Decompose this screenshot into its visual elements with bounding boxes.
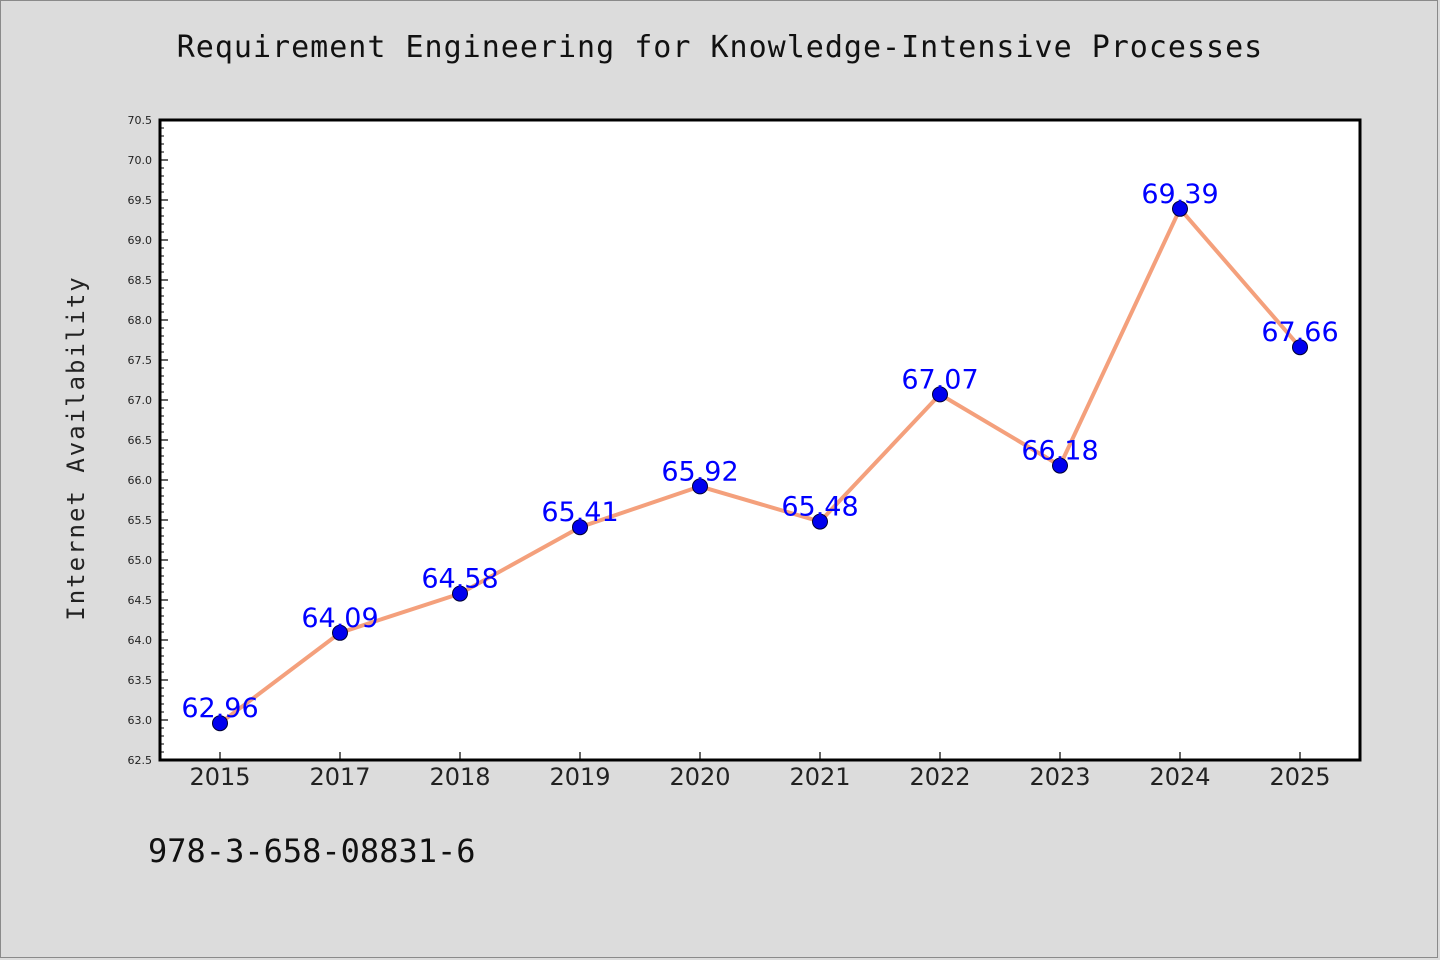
x-tick-label: 2022 [909,763,970,791]
y-tick-label: 65.0 [128,554,153,567]
series-line [218,206,1302,725]
data-label: 67.07 [901,364,978,395]
x-tick-label: 2018 [429,763,490,791]
y-tick-label: 70.0 [128,154,153,167]
y-tick-label: 62.5 [128,754,153,767]
chart-title: Requirement Engineering for Knowledge-In… [176,30,1264,65]
data-point [1052,457,1068,474]
data-point [332,624,348,641]
data-label: 65.92 [661,456,738,487]
x-tick-label: 2025 [1269,763,1330,791]
x-tick-label: 2020 [669,763,730,791]
data-points [212,200,1308,732]
y-tick-label: 63.0 [128,714,153,727]
data-point [1292,339,1308,356]
x-tick-label: 2023 [1029,763,1090,791]
data-point [572,519,588,536]
y-tick-label: 69.0 [128,234,153,247]
data-label: 65.48 [781,492,858,523]
y-tick-label: 68.0 [128,314,153,327]
isbn-text: 978-3-658-08831-6 [148,832,476,870]
data-label: 62.96 [181,693,258,724]
x-tick-label: 2015 [189,763,250,791]
data-point [452,585,468,602]
y-axis: 62.5 63.0 63.5 64.0 64.5 65.0 65.5 66.0 66.5 67.0… [128,114,168,767]
data-label: 64.09 [301,603,378,634]
data-point [692,478,708,495]
y-tick-label: 68.5 [128,274,153,287]
y-tick-label: 67.5 [128,354,153,367]
y-tick-label: 66.0 [128,474,153,487]
data-label: 65.41 [541,497,618,528]
x-tick-label: 2021 [789,763,850,791]
y-tick-label: 64.0 [128,634,153,647]
x-axis: 2015 2017 2018 2019 2020 2021 2022 2023 2024 2025 [189,752,1331,791]
y-tick-label: 66.5 [128,434,153,447]
series-line-group [218,206,1302,725]
y-tick-label: 63.5 [128,674,153,687]
y-tick-label: 69.5 [128,194,153,207]
data-point [1172,200,1188,217]
plot-area [158,118,1362,762]
data-label: 64.58 [421,564,498,595]
data-label: 67.66 [1261,317,1338,348]
y-tick-label: 65.5 [128,514,153,527]
y-tick-label: 70.5 [128,114,153,127]
data-point [932,386,948,403]
data-label: 69.39 [1141,179,1218,210]
data-point [812,513,828,530]
y-tick-label: 67.0 [128,394,153,407]
data-label: 66.18 [1021,436,1098,467]
x-tick-label: 2017 [309,763,370,791]
y-tick-label: 64.5 [128,594,153,607]
x-tick-label: 2019 [549,763,610,791]
data-point [212,715,228,732]
x-tick-label: 2024 [1149,763,1210,791]
data-labels: 62.96 64.09 64.58 65.41 65.92 65.48 67.07 66.18… [181,179,1338,724]
